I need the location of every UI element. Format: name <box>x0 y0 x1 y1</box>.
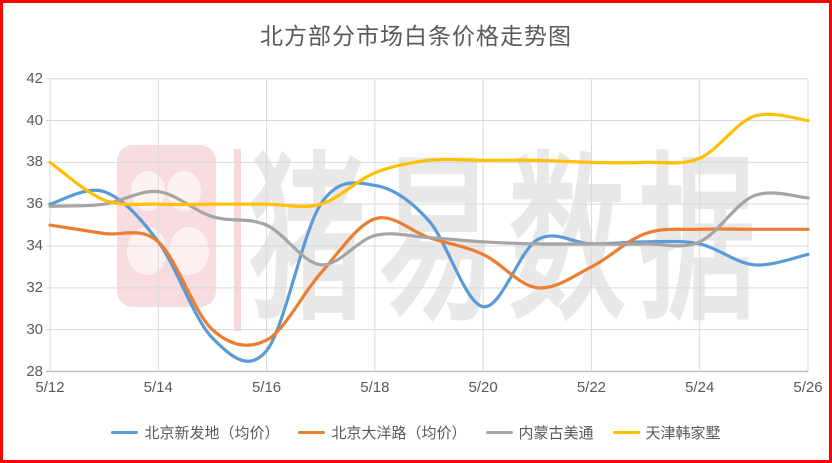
line-chart-plot-area <box>46 78 810 373</box>
legend-item-tianjin-hanjiashu: 天津韩家墅 <box>612 422 721 443</box>
x-tick-label: 5/22 <box>576 379 607 396</box>
y-tick-label: 36 <box>26 195 43 213</box>
y-tick-label: 32 <box>26 278 43 296</box>
x-tick-label: 5/26 <box>793 379 823 396</box>
legend-label: 北京新发地（均价） <box>144 425 280 442</box>
watermark-divider <box>234 149 241 331</box>
x-tick-label: 5/18 <box>360 379 390 396</box>
x-tick-label: 5/20 <box>468 379 498 396</box>
y-tick-label: 42 <box>26 69 43 87</box>
y-tick-label: 40 <box>26 111 43 129</box>
legend-item-neimenggu-meitong: 内蒙古美通 <box>485 422 594 443</box>
series-line-2 <box>48 189 810 267</box>
x-tick-label: 5/24 <box>685 379 715 396</box>
x-tick-label: 5/16 <box>251 379 282 396</box>
y-tick-label: 34 <box>26 237 43 254</box>
y-tick-label: 38 <box>26 153 43 171</box>
x-tick-label: 5/12 <box>35 379 65 396</box>
legend-label: 内蒙古美通 <box>518 425 594 442</box>
legend-line-swatch <box>485 430 513 435</box>
x-tick-label: 5/14 <box>143 379 173 396</box>
legend-label: 北京大洋路（均价） <box>331 425 467 442</box>
y-tick-label: 30 <box>26 320 43 338</box>
series-line-1 <box>48 216 810 347</box>
legend-item-beijing-xinfadi: 北京新发地（均价） <box>111 422 279 443</box>
series-line-0 <box>48 181 810 363</box>
legend: 北京新发地（均价） 北京大洋路（均价） 内蒙古美通 天津韩家墅 <box>3 422 829 443</box>
legend-line-swatch <box>111 430 139 435</box>
series-line-3 <box>48 112 810 209</box>
y-tick-label: 28 <box>26 362 43 380</box>
legend-label: 天津韩家墅 <box>645 425 721 442</box>
legend-line-swatch <box>298 430 326 435</box>
chart-title: 北方部分市场白条价格走势图 <box>260 23 572 49</box>
legend-item-beijing-dayanglu: 北京大洋路（均价） <box>298 422 467 443</box>
legend-line-swatch <box>612 430 640 435</box>
